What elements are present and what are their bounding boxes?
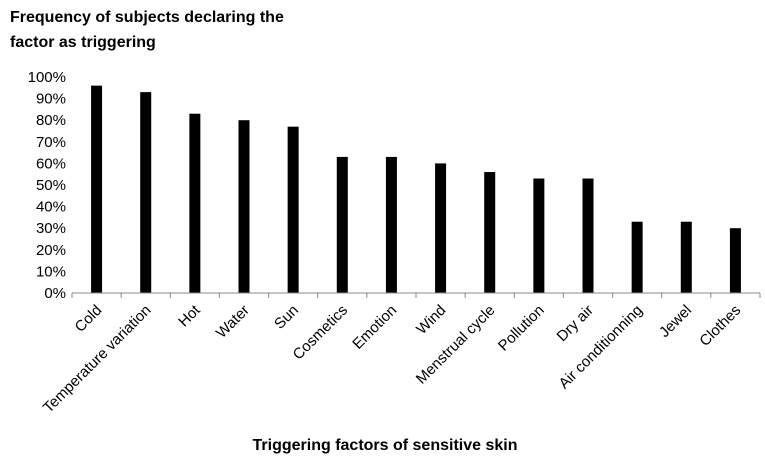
category-label: Jewel <box>656 302 695 341</box>
category-label: Emotion <box>349 302 400 353</box>
y-tick-label: 40% <box>36 199 66 216</box>
y-axis-title-line-1: Frequency of subjects declaring the <box>10 9 284 26</box>
y-tick-label: 50% <box>36 177 66 194</box>
y-tick-label: 70% <box>36 134 66 151</box>
y-tick-label: 10% <box>36 263 66 280</box>
bar <box>484 172 496 293</box>
bar <box>680 221 692 293</box>
bar <box>140 92 152 294</box>
y-tick-label: 0% <box>44 285 66 302</box>
y-tick-label: 60% <box>36 155 66 172</box>
bars <box>91 85 741 294</box>
bar <box>336 156 348 293</box>
category-label: Cold <box>72 302 106 336</box>
bar <box>435 163 447 293</box>
category-label: Dry air <box>554 302 597 345</box>
category-label: Wind <box>413 302 449 338</box>
bar <box>582 178 594 293</box>
category-label: Pollution <box>495 302 548 355</box>
y-tick-label: 30% <box>36 220 66 237</box>
category-label: Clothes <box>696 302 744 350</box>
bar <box>385 156 397 293</box>
category-label: Hot <box>175 301 204 330</box>
y-axis-ticks: 0% 10% 20% 30% 40% 50% 60% 70% 80% 90% 100% <box>28 69 66 302</box>
x-axis-title: Triggering factors of sensitive skin <box>253 437 518 454</box>
y-tick-label: 100% <box>28 69 66 86</box>
bar <box>91 85 103 293</box>
category-label: Sun <box>271 302 302 333</box>
y-axis-title-line-2: factor as triggering <box>10 34 156 51</box>
bar <box>729 228 741 293</box>
y-tick-label: 20% <box>36 242 66 259</box>
x-axis-ticks <box>71 293 761 298</box>
category-label: Water <box>213 302 253 342</box>
y-tick-label: 90% <box>36 91 66 108</box>
bar <box>238 120 250 293</box>
bar <box>533 178 545 293</box>
bar <box>287 126 299 294</box>
bar <box>189 113 201 293</box>
bar <box>631 221 643 293</box>
y-tick-label: 80% <box>36 112 66 129</box>
category-label: Air conditionning <box>556 302 646 392</box>
